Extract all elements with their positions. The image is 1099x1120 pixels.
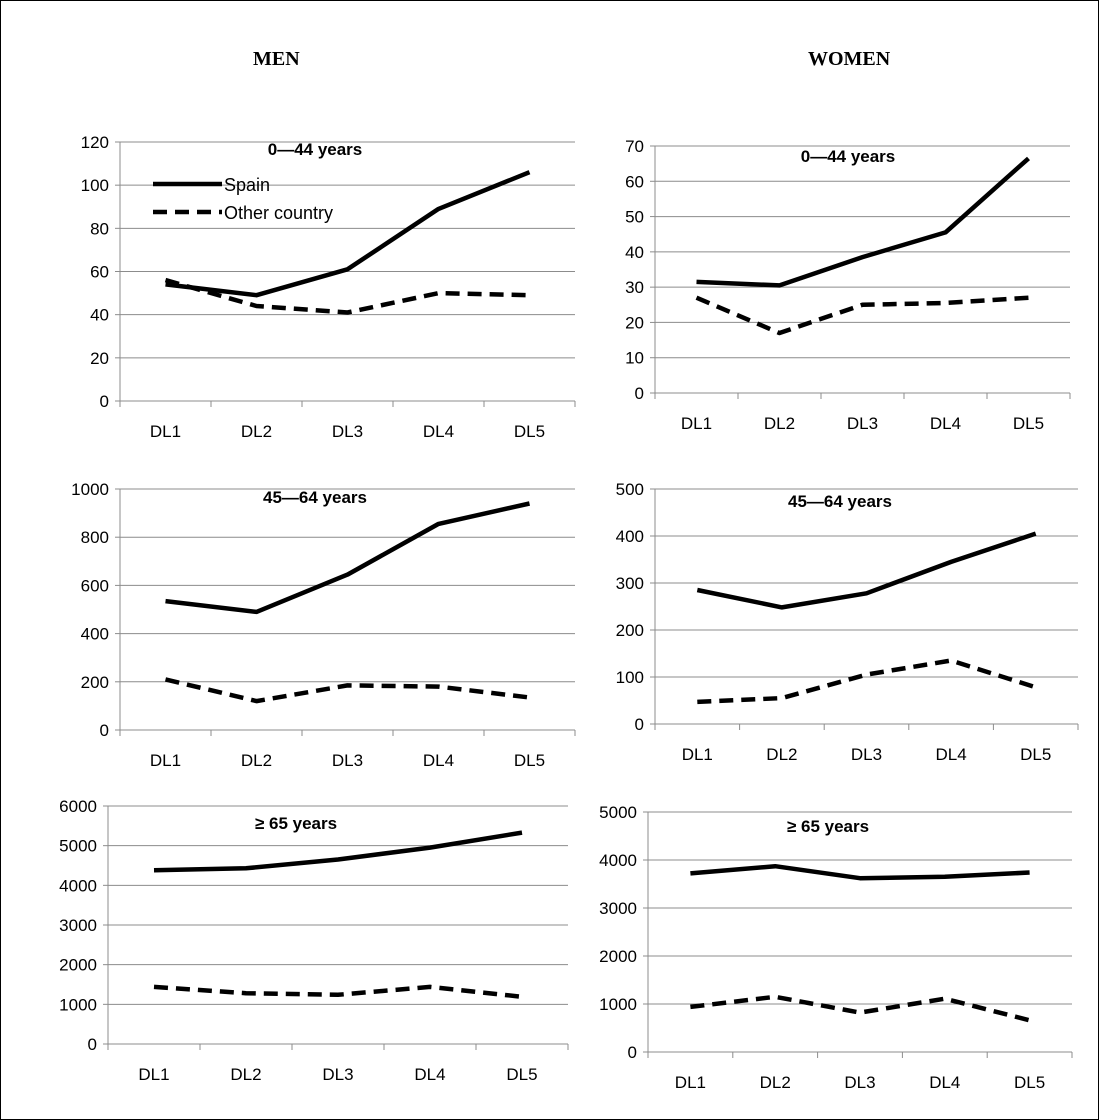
- chart3-x-tick-label: DL3: [332, 751, 363, 770]
- chart6-y-tick-label: 2000: [599, 947, 637, 966]
- chart5-y-tick-label: 6000: [59, 797, 97, 816]
- chart6-y-tick-label: 4000: [599, 851, 637, 870]
- chart3-y-tick-label: 600: [81, 576, 109, 595]
- chart1-x-tick-label: DL5: [514, 422, 545, 441]
- chart4-x-tick-label: DL3: [851, 745, 882, 764]
- chart5-y-tick-label: 2000: [59, 956, 97, 975]
- chart2-x-tick-label: DL3: [847, 414, 878, 433]
- chart3-y-tick-label: 0: [100, 721, 109, 740]
- chart2-other-country-line: [695, 295, 1029, 336]
- chart3-other-country-line: [164, 677, 530, 704]
- chart5-x-tick-label: DL4: [414, 1065, 445, 1084]
- chart2-y-tick-label: 70: [625, 137, 644, 156]
- chart3-x-tick-label: DL1: [150, 751, 181, 770]
- chart4-y-tick-label: 400: [616, 527, 644, 546]
- chart5-y-tick-label: 3000: [59, 916, 97, 935]
- chart5-title: ≥ 65 years: [255, 814, 337, 833]
- chart2-y-tick-label: 20: [625, 313, 644, 332]
- chart1-other-country-line: [164, 277, 530, 315]
- chart4-x-tick-label: DL1: [682, 745, 713, 764]
- chart1-x-tick-label: DL1: [150, 422, 181, 441]
- chart2-x-tick-label: DL2: [764, 414, 795, 433]
- chart2-y-tick-label: 50: [625, 208, 644, 227]
- chart5-x-tick-label: DL2: [230, 1065, 261, 1084]
- chart1-y-tick-label: 0: [100, 392, 109, 411]
- chart6-x-tick-label: DL3: [844, 1073, 875, 1092]
- chart6-spain-line: [690, 863, 1030, 881]
- chart3-y-tick-label: 400: [81, 625, 109, 644]
- chart1-x-tick-label: DL2: [241, 422, 272, 441]
- chart3-spain-line: [165, 501, 530, 615]
- chart1-y-tick-label: 60: [90, 263, 109, 282]
- chart4-other-country-line: [697, 658, 1037, 705]
- chart4-y-tick-label: 0: [635, 715, 644, 734]
- chart3-y-tick-label: 800: [81, 528, 109, 547]
- chart4-x-tick-label: DL4: [936, 745, 967, 764]
- women-column-header: WOMEN: [808, 48, 891, 70]
- chart1-y-tick-label: 20: [90, 349, 109, 368]
- chart5-x-tick-label: DL5: [506, 1065, 537, 1084]
- chart1-y-tick-label: 100: [81, 176, 109, 195]
- chart6-x-tick-label: DL2: [760, 1073, 791, 1092]
- chart2-y-tick-label: 0: [635, 384, 644, 403]
- chart5-other-country-line: [153, 984, 523, 1000]
- chart6-x-tick-label: DL4: [929, 1073, 960, 1092]
- chart6-x-tick-label: DL1: [675, 1073, 706, 1092]
- chart6-y-tick-label: 3000: [599, 899, 637, 918]
- chart5-y-tick-label: 4000: [59, 876, 97, 895]
- chart5-spain-line: [153, 830, 523, 873]
- chart5-y-tick-label: 5000: [59, 837, 97, 856]
- chart4-x-tick-label: DL5: [1020, 745, 1051, 764]
- chart2-y-tick-label: 60: [625, 172, 644, 191]
- chart1-title: 0—44 years: [268, 140, 363, 159]
- legend-other-label: Other country: [224, 203, 333, 223]
- chart4-y-tick-label: 500: [616, 480, 644, 499]
- chart6-x-tick-label: DL5: [1014, 1073, 1045, 1092]
- chart2-title: 0—44 years: [801, 147, 896, 166]
- chart4-y-tick-label: 100: [616, 668, 644, 687]
- chart2-y-tick-label: 10: [625, 349, 644, 368]
- chart4-spain-line: [696, 531, 1037, 610]
- chart5-x-tick-label: DL3: [322, 1065, 353, 1084]
- men-column-header: MEN: [253, 48, 300, 70]
- chart4-y-tick-label: 300: [616, 574, 644, 593]
- chart3-x-tick-label: DL5: [514, 751, 545, 770]
- chart6-y-tick-label: 1000: [599, 995, 637, 1014]
- chart1-x-tick-label: DL4: [423, 422, 454, 441]
- chart1-y-tick-label: 80: [90, 219, 109, 238]
- chart6-other-country-line: [690, 994, 1031, 1023]
- chart2-x-tick-label: DL1: [681, 414, 712, 433]
- chart4-y-tick-label: 200: [616, 621, 644, 640]
- chart1-y-tick-label: 40: [90, 306, 109, 325]
- chart3-title: 45—64 years: [263, 488, 367, 507]
- chart6-y-tick-label: 5000: [599, 803, 637, 822]
- chart2-spain-line: [696, 156, 1030, 288]
- chart2-y-tick-label: 30: [625, 278, 644, 297]
- chart3-y-tick-label: 200: [81, 673, 109, 692]
- chart6-title: ≥ 65 years: [787, 817, 869, 836]
- chart4-x-tick-label: DL2: [766, 745, 797, 764]
- legend-spain-label: Spain: [224, 175, 270, 195]
- chart3-x-tick-label: DL4: [423, 751, 454, 770]
- chart2-y-tick-label: 40: [625, 243, 644, 262]
- chart6-y-tick-label: 0: [628, 1043, 637, 1062]
- chart4-title: 45—64 years: [788, 492, 892, 511]
- chart3-x-tick-label: DL2: [241, 751, 272, 770]
- chart2-x-tick-label: DL5: [1013, 414, 1044, 433]
- chart1-spain-line: [165, 170, 531, 298]
- chart5-y-tick-label: 0: [88, 1035, 97, 1054]
- chart3-y-tick-label: 1000: [71, 480, 109, 499]
- chart5-x-tick-label: DL1: [138, 1065, 169, 1084]
- chart5-y-tick-label: 1000: [59, 995, 97, 1014]
- chart2-x-tick-label: DL4: [930, 414, 961, 433]
- chart1-y-tick-label: 120: [81, 133, 109, 152]
- chart1-x-tick-label: DL3: [332, 422, 363, 441]
